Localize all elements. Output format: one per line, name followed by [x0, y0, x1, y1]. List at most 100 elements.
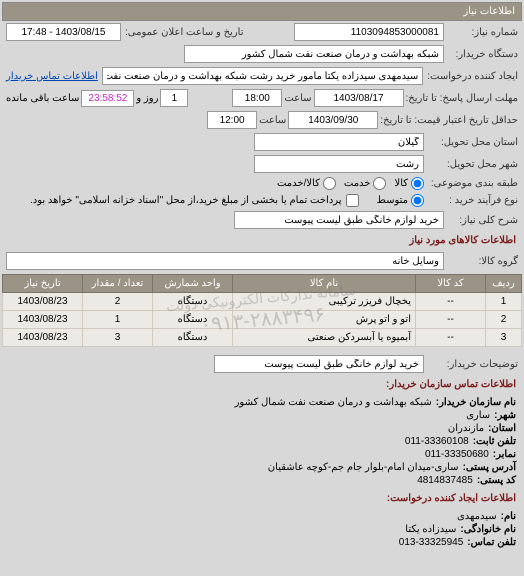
radio-process[interactable]: متوسط [377, 194, 424, 207]
process-radio-group: متوسط [377, 194, 424, 207]
treasury-checkbox[interactable] [346, 194, 359, 207]
table-cell: 2 [83, 293, 153, 311]
creator-section-title: اطلاعات ایجاد کننده درخواست: [2, 489, 522, 508]
response-time-field [232, 89, 282, 107]
contact-section-title: اطلاعات تماس سازمان خریدار: [2, 375, 522, 394]
summary-label: شرح کلی نیاز: [448, 215, 518, 226]
process-label: نوع فرآیند خرید : [428, 195, 518, 206]
radio-service[interactable]: خدمت [344, 177, 387, 190]
need-number-label: شماره نیاز: [448, 27, 518, 38]
need-number-field [294, 23, 444, 41]
radio-process-input[interactable] [411, 194, 424, 207]
table-cell: دستگاه [153, 329, 233, 347]
panel-header: اطلاعات نیاز [2, 2, 522, 21]
contact-province-v: مازندران [448, 423, 484, 434]
table-row[interactable]: 3--آبمیوه یا آبسردکن صنعتیدستگاه31403/08… [3, 329, 522, 347]
creator-phone-k: تلفن تماس: [467, 537, 516, 548]
contact-fax-v: 011-33350680 [425, 449, 489, 460]
contact-phone-v: 011-33360108 [405, 436, 469, 447]
response-time-label: ساعت [284, 93, 311, 104]
contact-post-k: کد پستی: [477, 475, 516, 486]
table-header: نام کالا [233, 275, 416, 293]
contact-province-k: استان: [488, 423, 516, 434]
contact-org-k: نام سازمان خریدار: [436, 397, 516, 408]
validity-time-label: ساعت [259, 115, 286, 126]
contact-phone-k: تلفن ثابت: [473, 436, 516, 447]
contact-addr-v: ساری-میدان امام-بلوار جام جم-کوچه عاشقیا… [268, 462, 459, 473]
table-cell: 2 [486, 311, 522, 329]
items-section-title: اطلاعات کالاهای مورد نیاز [2, 231, 522, 250]
table-cell: 1403/08/23 [3, 293, 83, 311]
buyer-org-field [184, 45, 444, 63]
table-row[interactable]: 1--یخچال فریزر ترکیبیدستگاه21403/08/23 [3, 293, 522, 311]
response-date-field [314, 89, 404, 107]
buyer-contact-link[interactable]: اطلاعات تماس خریدار [6, 71, 98, 82]
creator-name-v: سیدمهدی [457, 511, 497, 522]
announce-field [6, 23, 121, 41]
contact-post-v: 4814837485 [417, 475, 473, 486]
classification-label: طبقه بندی موضوعی: [428, 178, 518, 189]
table-cell: -- [416, 293, 486, 311]
buyer-note-label: توضیحات خریدار: [428, 359, 518, 370]
countdown-timer: 23:58:52 [81, 90, 134, 107]
requester-label: ایجاد کننده درخواست: [427, 71, 518, 82]
creator-family-k: نام خانوادگی: [460, 524, 516, 535]
contact-city-k: شهر: [494, 410, 516, 421]
contact-addr-k: آدرس پستی: [463, 462, 516, 473]
validity-time-field [207, 111, 257, 129]
group-field [6, 252, 444, 270]
radio-both-input[interactable] [323, 177, 336, 190]
group-label: گروه کالا: [448, 256, 518, 267]
table-cell: 1403/08/23 [3, 329, 83, 347]
table-header: کد کالا [416, 275, 486, 293]
contact-fax-k: نمابر: [493, 449, 516, 460]
creator-phone-v: 013-33325945 [399, 537, 464, 548]
table-row[interactable]: 2--اتو و اتو پرشدستگاه11403/08/23 [3, 311, 522, 329]
buyer-note-field [214, 355, 424, 373]
remaining-label: ساعت باقی مانده [6, 93, 79, 104]
table-header: ردیف [486, 275, 522, 293]
days-label: روز و [136, 93, 158, 104]
validity-date-field [288, 111, 378, 129]
table-header: واحد شمارش [153, 275, 233, 293]
table-header: تاریخ نیاز [3, 275, 83, 293]
contact-org-v: شبکه بهداشت و درمان صنعت نفت شمال کشور [235, 397, 432, 408]
contact-info: نام سازمان خریدار: شبکه بهداشت و درمان صن… [2, 394, 522, 489]
radio-goods-input[interactable] [411, 177, 424, 190]
radio-both[interactable]: کالا/خدمت [277, 177, 336, 190]
radio-goods[interactable]: کالا [394, 177, 424, 190]
validity-label: حداقل تاریخ اعتبار قیمت: تا تاریخ: [380, 115, 518, 126]
table-cell: آبمیوه یا آبسردکن صنعتی [233, 329, 416, 347]
table-cell: 3 [83, 329, 153, 347]
days-field [160, 89, 188, 107]
table-cell: دستگاه [153, 311, 233, 329]
items-table: ردیفکد کالانام کالاواحد شمارشتعداد / مقد… [2, 274, 522, 347]
announce-label: تاریخ و ساعت اعلان عمومی: [125, 27, 244, 38]
table-cell: دستگاه [153, 293, 233, 311]
response-deadline-label: مهلت ارسال پاسخ: تا تاریخ: [406, 93, 518, 104]
table-cell: 3 [486, 329, 522, 347]
table-cell: یخچال فریزر ترکیبی [233, 293, 416, 311]
requester-field [102, 67, 423, 85]
creator-name-k: نام: [501, 511, 516, 522]
panel-title: اطلاعات نیاز [463, 6, 515, 17]
table-cell: اتو و اتو پرش [233, 311, 416, 329]
city-field [254, 155, 424, 173]
province-field [254, 133, 424, 151]
table-header: تعداد / مقدار [83, 275, 153, 293]
summary-field [234, 211, 444, 229]
classification-radio-group: کالا خدمت کالا/خدمت [277, 177, 424, 190]
city-label: شهر محل تحویل: [428, 159, 518, 170]
province-label: استان محل تحویل: [428, 137, 518, 148]
table-cell: -- [416, 329, 486, 347]
table-cell: -- [416, 311, 486, 329]
creator-family-v: سیدزاده یکتا [405, 524, 456, 535]
table-cell: 1403/08/23 [3, 311, 83, 329]
table-cell: 1 [486, 293, 522, 311]
table-cell: 1 [83, 311, 153, 329]
treasury-note: پرداخت تمام یا بخشی از مبلغ خرید،از محل … [30, 195, 342, 206]
contact-city-v: ساری [466, 410, 490, 421]
buyer-org-label: دستگاه خریدار: [448, 49, 518, 60]
creator-info: نام: سیدمهدی نام خانوادگی: سیدزاده یکتا تل… [2, 508, 522, 551]
radio-service-input[interactable] [373, 177, 386, 190]
